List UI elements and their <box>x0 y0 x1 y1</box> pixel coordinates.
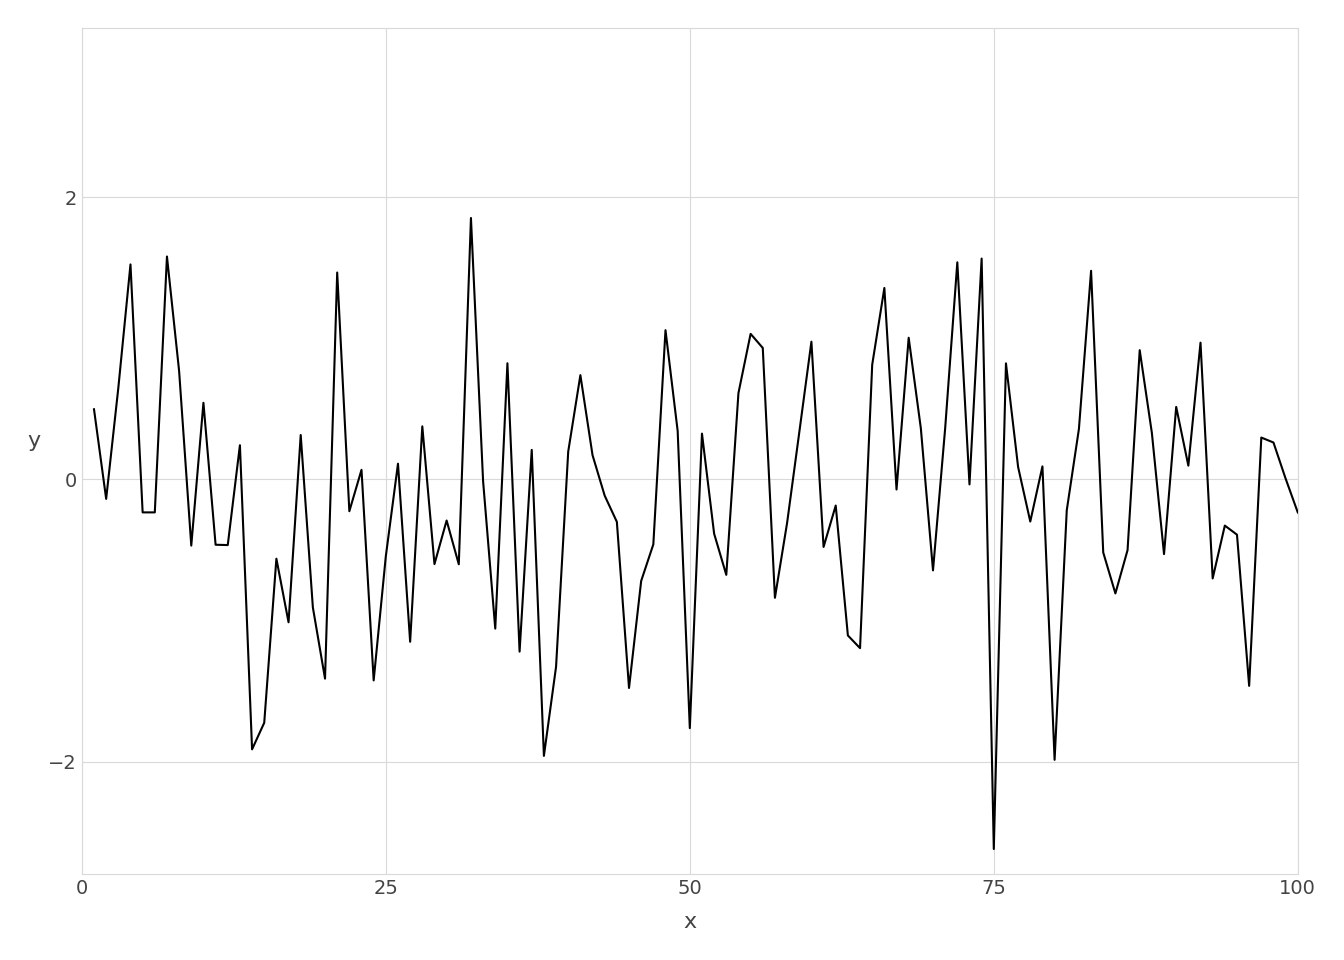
Y-axis label: y: y <box>28 431 40 451</box>
X-axis label: x: x <box>683 912 696 932</box>
